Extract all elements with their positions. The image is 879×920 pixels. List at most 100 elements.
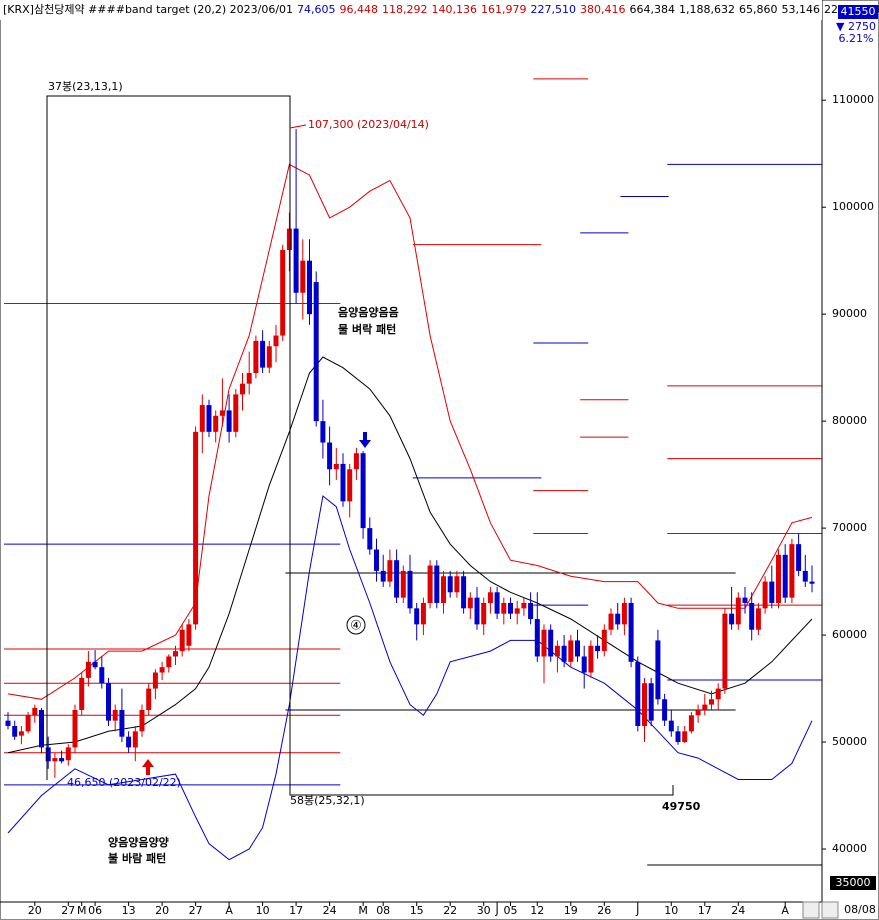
candle-body [662, 699, 668, 721]
candle-body [581, 656, 587, 673]
header-item: 380,416 [580, 3, 626, 16]
candle-body [246, 373, 252, 384]
candle-body [260, 340, 266, 368]
x-tick-label: 22 [443, 904, 457, 917]
pattern-label: 음양음양음음 [338, 305, 399, 319]
candle-body [675, 731, 681, 743]
x-tick-label: 10 [664, 904, 678, 917]
candle-body [213, 415, 219, 432]
candle-body [253, 340, 259, 373]
candle-body [367, 528, 373, 550]
candle-body [112, 709, 118, 721]
x-tick-label: 26 [597, 904, 611, 917]
candle-body [782, 554, 788, 598]
candle-body [749, 602, 755, 630]
y-tick-label: 90000 [832, 307, 867, 320]
candle-body [548, 629, 554, 657]
candle-body [729, 613, 735, 625]
x-tick-label: 05 [504, 904, 518, 917]
candle-body [387, 560, 393, 582]
x-tick-label: 13 [122, 904, 136, 917]
candle-body [534, 619, 540, 657]
candle-body [327, 442, 333, 470]
candle-body [588, 645, 594, 673]
candle-body [106, 683, 111, 721]
y-tick-label: 50000 [832, 735, 867, 748]
candle-body [313, 282, 319, 422]
candle-body [702, 704, 708, 710]
low-label: 46,650 (2023/02/22) [67, 776, 181, 789]
candle-body [709, 699, 714, 705]
price: 41550 [841, 5, 876, 18]
candle-body [575, 640, 580, 657]
x-tick-label: 10 [256, 904, 270, 917]
candle-body [273, 335, 279, 347]
candle-body [735, 597, 741, 625]
x-tick-label: J [635, 904, 639, 917]
candle-body [39, 709, 44, 748]
candle-body [655, 640, 661, 700]
candle-body [474, 597, 480, 625]
candle-body [796, 544, 802, 571]
candle-body [776, 554, 781, 603]
candle-body [454, 576, 460, 593]
candle-body [146, 688, 152, 710]
candle-body [240, 383, 245, 395]
plot-area [4, 78, 822, 866]
box-label: 58봉(25,32,1) [290, 794, 365, 807]
candle-body [722, 613, 728, 689]
candle-body [139, 709, 145, 732]
tool-button[interactable] [802, 901, 820, 919]
candle-body [501, 602, 507, 614]
x-tick-label: J [494, 904, 498, 917]
pattern-label: 양음양음양양 [108, 835, 169, 849]
candle-body [126, 736, 132, 748]
date-box: 08/08 [844, 903, 876, 916]
candle-body [414, 608, 420, 625]
candle-body [434, 565, 440, 603]
candle-body [99, 667, 105, 684]
header-bg [0, 0, 822, 20]
candle-body [132, 731, 138, 748]
candle-body [293, 228, 299, 293]
candle-body [159, 667, 165, 673]
zoom-button[interactable] [821, 901, 839, 919]
candle-body [18, 731, 24, 736]
candle-body [45, 747, 51, 762]
candle-body [648, 683, 654, 721]
candle-body [193, 431, 199, 625]
candle-body [59, 758, 65, 762]
candle-body [769, 581, 775, 603]
candle-body [541, 629, 547, 657]
candle-body [568, 640, 574, 662]
candle-body [420, 602, 426, 625]
high-pointer [289, 124, 307, 129]
y-tick-label: 110000 [832, 93, 874, 106]
band-line [7, 495, 813, 861]
candle-body [5, 720, 11, 726]
candle-body [92, 661, 98, 668]
candle-body [494, 592, 500, 614]
candle-body [628, 602, 634, 662]
candle-body [179, 629, 185, 652]
x-tick-label: 20 [28, 904, 42, 917]
x-tick-label: 12 [530, 904, 544, 917]
y-tick-label: 60000 [832, 628, 867, 641]
candle-body [427, 565, 433, 603]
candle-body [32, 707, 38, 716]
candle-body [508, 602, 513, 614]
candle-body [554, 645, 560, 657]
header-item: 227,510 [531, 3, 577, 16]
candle-body [742, 597, 748, 603]
high-label: 107,300 (2023/04/14) [308, 118, 429, 131]
count-bracket [46, 95, 674, 796]
candle-body [340, 463, 346, 502]
candle-body [514, 608, 520, 614]
price-box [838, 5, 878, 19]
x-tick-label: 20 [155, 904, 169, 917]
x-tick-label: 27 [61, 904, 75, 917]
candle-body [347, 469, 353, 502]
candle-body [608, 613, 614, 630]
change-pct: 6.21% [839, 32, 874, 45]
